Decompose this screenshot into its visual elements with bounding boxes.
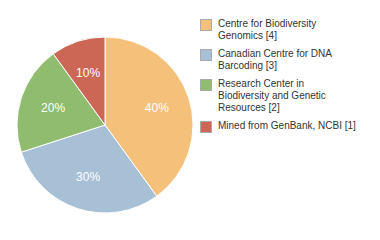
html-text:Canadian Centre for DNA: Canadian Centre for DNA [218,48,332,59]
svg-text:20%: 20% [41,101,65,115]
svg-text:10%: 10% [76,66,100,80]
html-text:Resources [2]: Resources [2] [218,102,280,113]
html-text:Barcoding [3]: Barcoding [3] [218,60,277,71]
svg-text:40%: 40% [145,101,169,115]
html-text:Biodiversity and Genetic: Biodiversity and Genetic [218,90,326,101]
html-text:Genomics [4]: Genomics [4] [218,30,277,41]
svg-text:30%: 30% [76,170,100,184]
html-text:Research Center in: Research Center in [218,78,305,89]
html-text:Mined from GenBank, NCBI [1]: Mined from GenBank, NCBI [1] [218,120,356,131]
html-text:Centre for Biodiversity: Centre for Biodiversity [218,18,317,29]
